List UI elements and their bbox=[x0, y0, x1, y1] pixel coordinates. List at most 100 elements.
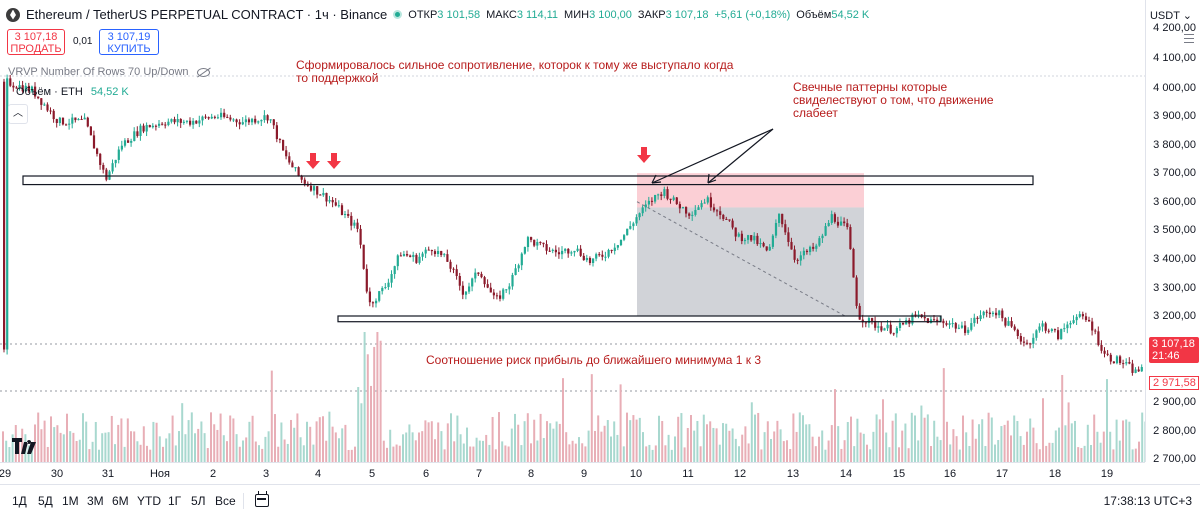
volume-bar bbox=[267, 431, 270, 462]
candle-body bbox=[740, 233, 743, 242]
volume-bar bbox=[955, 436, 958, 462]
candle-body bbox=[34, 86, 37, 97]
time-tick: 6 bbox=[422, 468, 430, 480]
candle-body bbox=[830, 214, 833, 223]
range-button[interactable]: 5Д bbox=[38, 494, 53, 508]
range-button[interactable]: 1Д bbox=[12, 494, 27, 508]
volume-bar bbox=[1074, 420, 1076, 462]
candle-body bbox=[514, 268, 517, 275]
volume-bar bbox=[299, 437, 302, 462]
price-chart[interactable] bbox=[0, 0, 1145, 462]
candle-body bbox=[762, 243, 765, 247]
chart-area[interactable]: Ethereum / TetherUS PERPETUAL CONTRACT ·… bbox=[0, 0, 1145, 462]
time-axis[interactable]: 29 30 31 Ноя 2 3 4 5 6 7 8 9 10 11 12 13 14 15 16 17 18 19 bbox=[0, 462, 1145, 484]
buy-button[interactable]: 3 107,19 КУПИТЬ bbox=[99, 29, 159, 55]
candle-body bbox=[657, 194, 660, 196]
current-price-badge: 3 107,18 21:46 bbox=[1149, 337, 1199, 363]
low-price-marker: 2 971,58 bbox=[1149, 376, 1199, 390]
candle-body bbox=[1097, 331, 1100, 345]
volume-bar bbox=[62, 434, 65, 462]
vrvp-indicator[interactable]: VRVP Number Of Rows 70 Up/Down bbox=[8, 66, 210, 78]
currency-select[interactable]: USDT ⌄ bbox=[1150, 9, 1192, 22]
candle-body bbox=[30, 86, 34, 92]
candle-body bbox=[322, 192, 325, 196]
volume-bar bbox=[302, 445, 305, 462]
collapse-legend-button[interactable]: ︿ bbox=[8, 104, 28, 124]
candle-body bbox=[313, 186, 316, 191]
volume-bar bbox=[763, 432, 766, 462]
range-button[interactable]: Все bbox=[215, 494, 236, 508]
candle-body bbox=[1088, 319, 1091, 322]
volume-bar bbox=[978, 424, 980, 462]
sell-button[interactable]: 3 107,18 ПРОДАТЬ bbox=[7, 29, 65, 55]
volume-bar bbox=[1099, 442, 1102, 462]
volume-bar bbox=[334, 432, 337, 462]
volume-bar bbox=[78, 439, 81, 462]
price-scale[interactable]: USDT ⌄ 4 200,00 4 100,00 4 000,00 3 900,00 3… bbox=[1145, 0, 1200, 465]
candle-body bbox=[1140, 367, 1143, 372]
volume-bar bbox=[715, 428, 718, 462]
volume-bar bbox=[40, 429, 43, 462]
candle-body bbox=[80, 119, 83, 121]
candle-body bbox=[331, 199, 334, 203]
candle-body bbox=[1060, 328, 1063, 340]
range-button[interactable]: 6М bbox=[112, 494, 129, 508]
candle-body bbox=[365, 268, 368, 292]
candle-body bbox=[1029, 343, 1032, 345]
candle-body bbox=[1069, 323, 1072, 325]
volume-bar bbox=[690, 415, 692, 462]
high-value: 3 114,11 bbox=[516, 8, 559, 21]
volume-bar bbox=[1016, 420, 1019, 462]
volume-bar bbox=[376, 332, 379, 462]
volume-bar bbox=[949, 444, 952, 462]
candle-body bbox=[1078, 314, 1081, 317]
candle-body bbox=[911, 314, 914, 324]
time-tick: 13 bbox=[786, 468, 800, 480]
volume-bar bbox=[590, 374, 593, 462]
candle-body bbox=[421, 253, 424, 257]
clock[interactable]: 17:38:13 UTC+3 bbox=[1103, 494, 1192, 508]
range-button[interactable]: 1М bbox=[62, 494, 79, 508]
volume-bar bbox=[984, 446, 987, 462]
candle-body bbox=[703, 202, 706, 204]
volume-bar bbox=[782, 441, 785, 462]
candle-body bbox=[951, 323, 954, 325]
range-button[interactable]: 3М bbox=[87, 494, 104, 508]
current-price: 3 107,18 bbox=[1152, 338, 1195, 350]
volume-bar bbox=[245, 437, 248, 462]
candle-body bbox=[793, 249, 796, 260]
candle-body bbox=[158, 123, 161, 126]
annotation-resistance: Сформировалось сильное сопротивление, ко… bbox=[296, 58, 734, 85]
tradingview-logo-icon[interactable] bbox=[12, 438, 38, 459]
candle-body bbox=[142, 125, 145, 132]
calendar-icon[interactable] bbox=[255, 491, 269, 507]
price-tick: 4 100,00 bbox=[1153, 52, 1196, 64]
candle-body bbox=[247, 119, 251, 123]
candle-body bbox=[731, 220, 734, 228]
candle-body bbox=[251, 118, 254, 123]
time-tick: 16 bbox=[943, 468, 957, 480]
volume-bar bbox=[475, 437, 478, 462]
range-button[interactable]: 5Л bbox=[191, 494, 206, 508]
candle-body bbox=[1044, 323, 1047, 331]
volume-bar bbox=[117, 424, 120, 462]
menu-icon[interactable] bbox=[1184, 34, 1194, 43]
symbol-title[interactable]: Ethereum / TetherUS PERPETUAL CONTRACT ·… bbox=[26, 7, 388, 22]
volume-indicator[interactable]: Объём · ETH 54,52 K bbox=[16, 86, 129, 98]
range-button[interactable]: YTD bbox=[137, 494, 161, 508]
volume-bar bbox=[904, 423, 907, 462]
candle-body bbox=[926, 318, 929, 324]
candle-body bbox=[464, 291, 468, 295]
volume-bar bbox=[411, 432, 414, 462]
sell-arrow-icon bbox=[327, 153, 341, 169]
candle-body bbox=[576, 248, 579, 251]
candle-body bbox=[427, 249, 430, 251]
candle-body bbox=[960, 325, 964, 328]
candle-body bbox=[229, 117, 232, 120]
eye-off-icon[interactable] bbox=[196, 67, 210, 77]
candle-body bbox=[790, 241, 793, 250]
range-button[interactable]: 1Г bbox=[168, 494, 182, 508]
candle-body bbox=[46, 104, 49, 111]
low-value: 3 100,00 bbox=[589, 8, 632, 21]
candle-body bbox=[123, 140, 127, 146]
